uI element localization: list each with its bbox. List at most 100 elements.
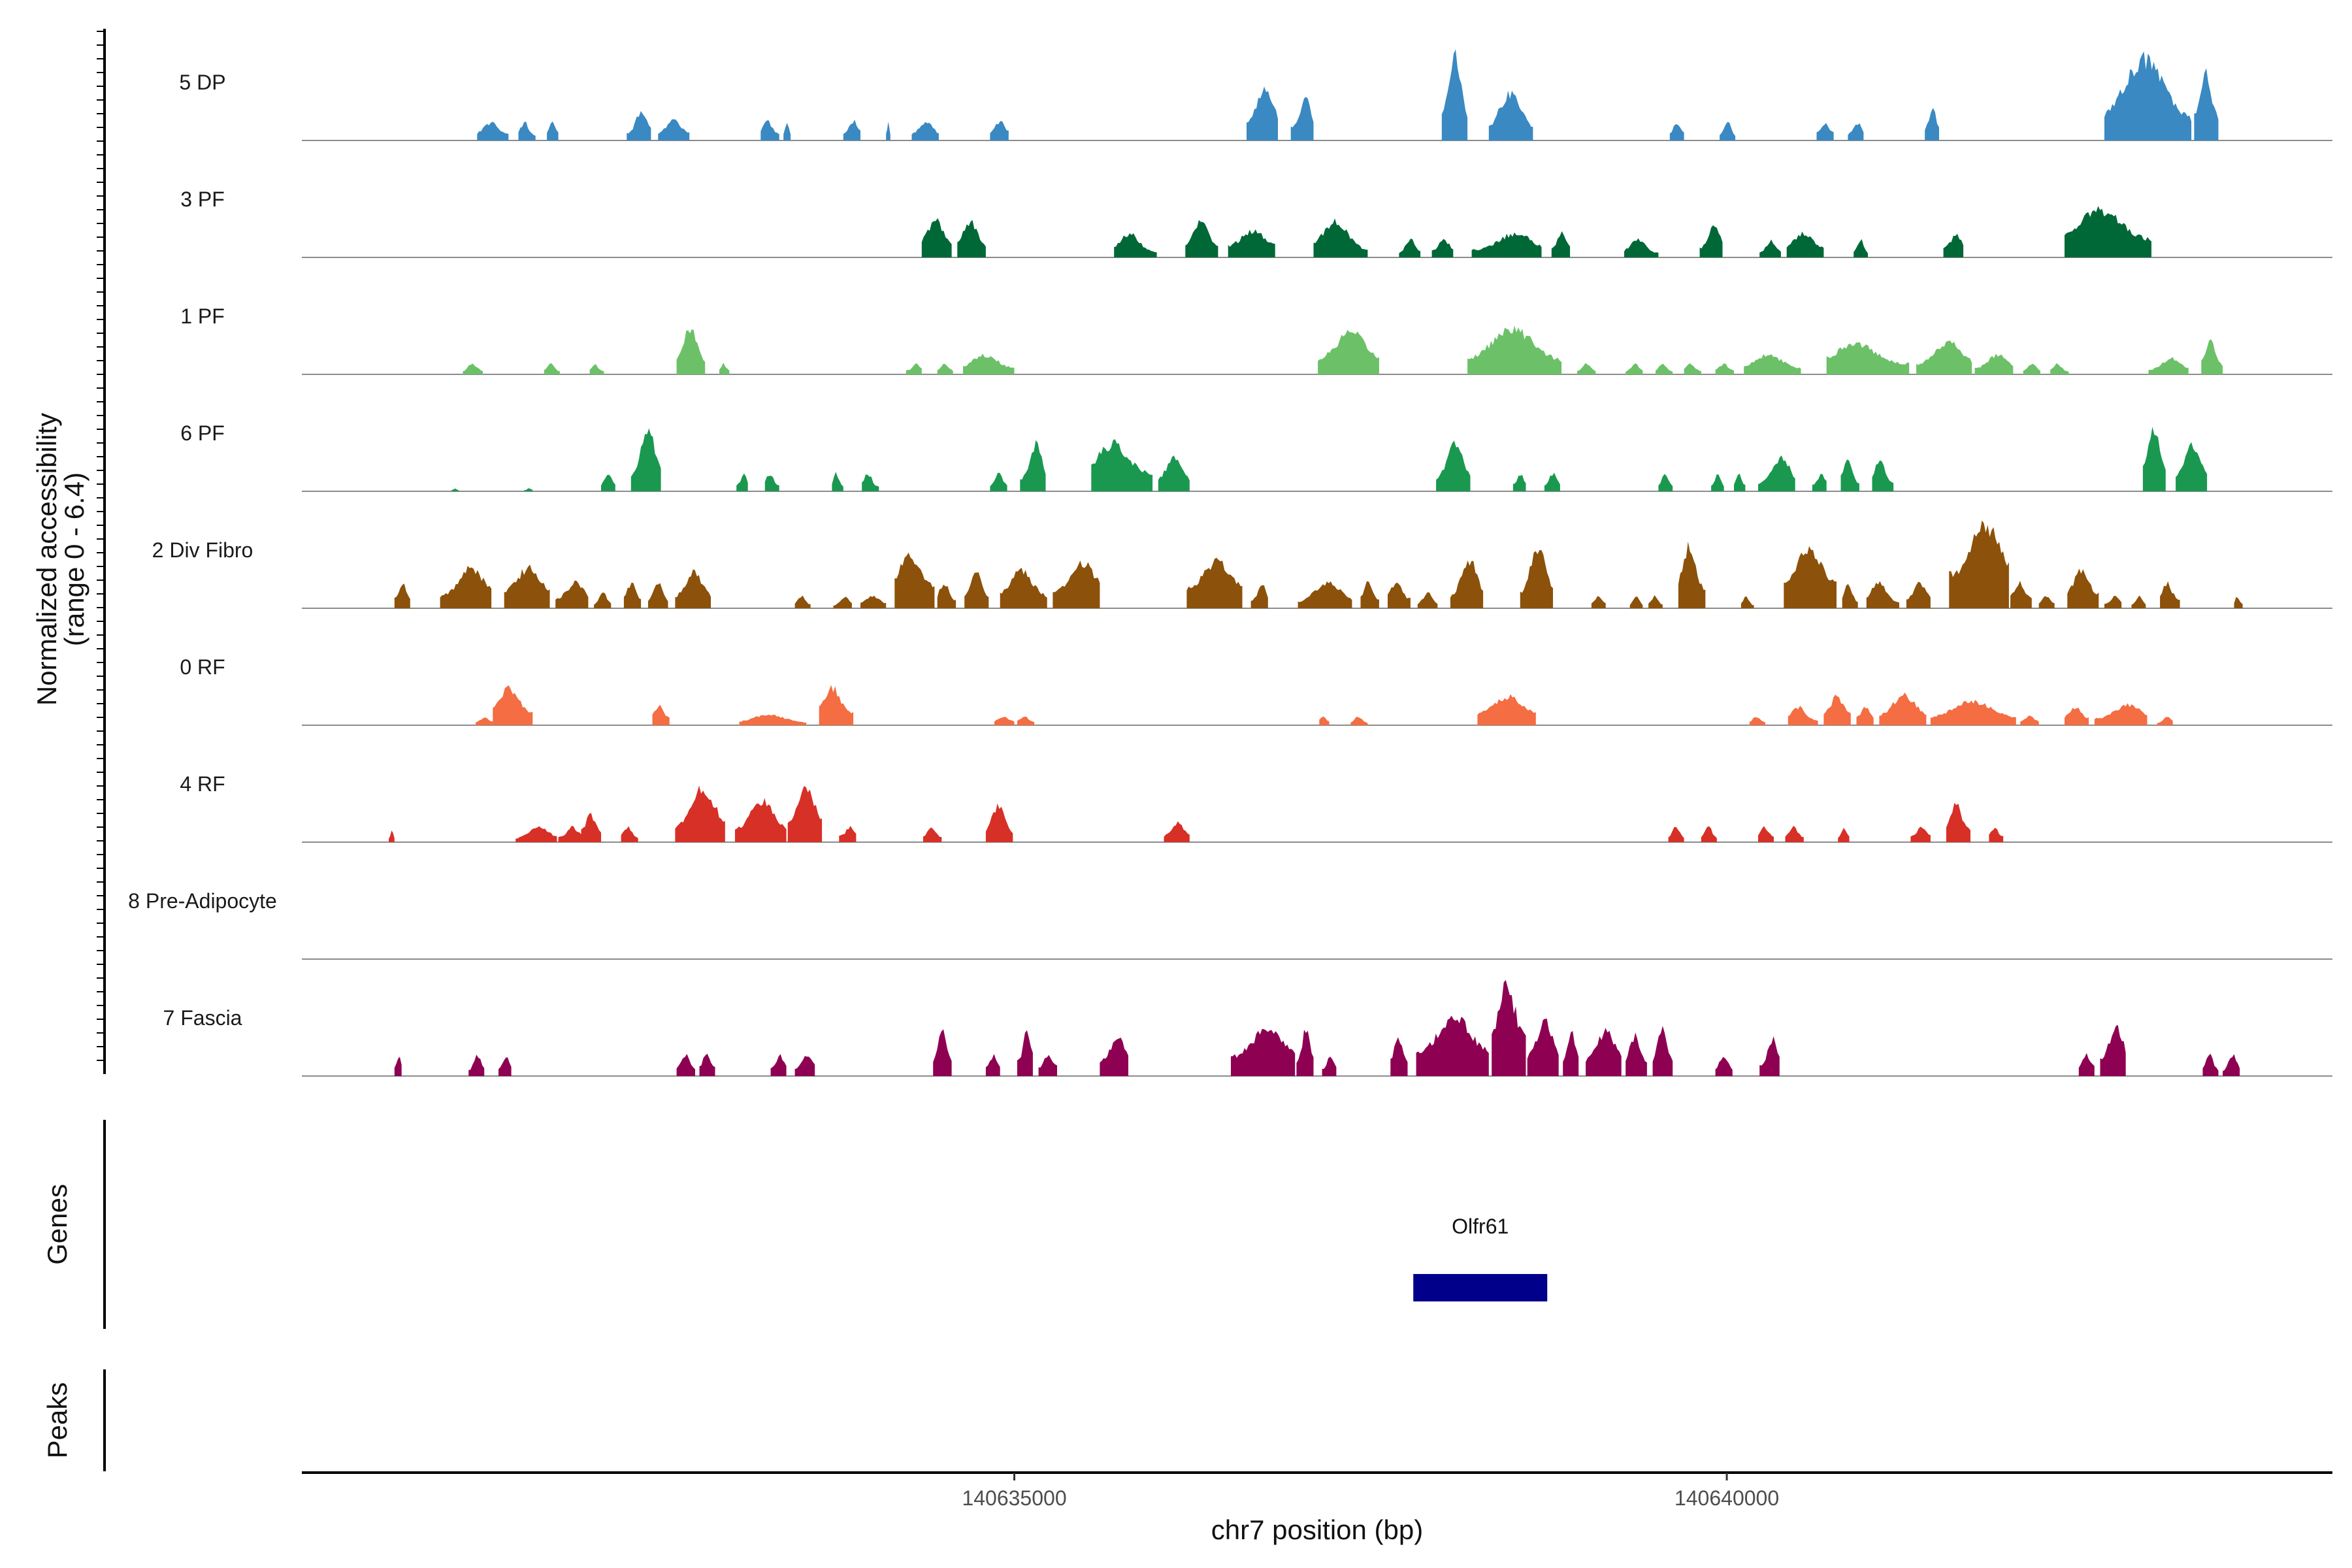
coverage-peak (1711, 474, 1724, 491)
coverage-peak (2065, 206, 2151, 257)
coverage-peak (1652, 1026, 1673, 1076)
coverage-peak (515, 826, 557, 842)
coverage-peak (1715, 363, 1734, 374)
coverage-peak (1417, 592, 1438, 608)
coverage-peak (621, 826, 638, 842)
coverage-peak (994, 717, 1015, 725)
coverage-peak (1678, 541, 1706, 608)
coverage-peak (1313, 218, 1368, 257)
coverage-peak (1492, 980, 1526, 1076)
coverage-peak (1989, 828, 2004, 842)
coverage-peak (1390, 1037, 1408, 1076)
coverage-peak (794, 595, 811, 608)
coverage-peak (1250, 585, 1268, 608)
coverage-peak (2142, 427, 2166, 491)
coverage-peak (1949, 520, 2009, 608)
coverage-peak (1322, 1056, 1337, 1076)
track-1-pf: 1 PF (180, 304, 2332, 375)
coverage-peak (1740, 596, 1754, 608)
coverage-peak (957, 220, 986, 257)
peaks-track-title: Peaks (42, 1382, 73, 1459)
coverage-peak (2020, 715, 2039, 725)
coverage-peak (1186, 557, 1243, 608)
track-label: 3 PF (180, 188, 225, 211)
coverage-peak (1879, 693, 1927, 725)
coverage-peak (1715, 1056, 1733, 1076)
coverage-peak (493, 685, 533, 725)
coverage-peak (1038, 1054, 1057, 1076)
coverage-peak (1872, 460, 1894, 491)
coverage-peak (985, 803, 1013, 842)
coverage-peak (1816, 123, 1834, 140)
coverage-peak (1114, 233, 1157, 257)
coverage-peak (819, 685, 854, 725)
coverage-peak (1720, 122, 1736, 140)
coverage-peak (1684, 363, 1701, 374)
coverage-peak (658, 119, 690, 140)
coverage-peak (394, 583, 410, 608)
coverage-peak (1759, 239, 1781, 257)
coverage-peak (985, 1054, 1000, 1076)
coverage-peak (1925, 108, 1939, 140)
coverage-peak (477, 122, 509, 140)
coverage-peak (2104, 51, 2192, 140)
coverage-peak (937, 584, 956, 608)
coverage-peak (394, 1056, 402, 1076)
coverage-peak (2160, 581, 2180, 608)
coverage-peak (1091, 439, 1153, 491)
coverage-peak (735, 798, 787, 842)
coverage-peak (623, 582, 642, 608)
coverage-peak (504, 564, 550, 608)
gene-body-olfr61 (1413, 1274, 1548, 1301)
coverage-peak (1826, 342, 1910, 374)
coverage-peak (1416, 1015, 1489, 1076)
coverage-peak (862, 474, 879, 491)
coverage-peak (1758, 826, 1774, 842)
coverage-peak (1298, 581, 1352, 608)
coverage-peak (739, 714, 807, 725)
coverage-peak (1854, 239, 1868, 257)
coverage-peak (1788, 706, 1818, 725)
coverage-peak (1017, 717, 1035, 725)
coverage-peak (1838, 828, 1850, 842)
coverage-peak (1943, 233, 1964, 257)
coverage-peak (1759, 1036, 1780, 1076)
coverage-peak (547, 121, 559, 140)
coverage-peak (389, 830, 395, 842)
coverage-peak (1744, 353, 1801, 374)
x-axis-title: chr7 position (bp) (1211, 1514, 1424, 1545)
coverage-peak (1441, 49, 1468, 140)
coverage-peak (1296, 1030, 1314, 1076)
coverage-peak (1000, 568, 1047, 608)
coverage-peak (463, 363, 483, 374)
coverage-peak (794, 1056, 815, 1076)
coverage-peak (832, 472, 843, 491)
coverage-peak (1658, 474, 1673, 491)
coverage-peak (2023, 363, 2040, 374)
coverage-peak (2131, 595, 2146, 608)
coverage-peak (1488, 90, 1533, 140)
coverage-peak (764, 476, 779, 491)
coverage-peak (675, 785, 725, 842)
coverage-peak (1734, 473, 1746, 491)
coverage-peak (1520, 550, 1553, 608)
coverage-peak (589, 364, 604, 374)
track-3-pf: 3 PF (180, 188, 2332, 258)
coverage-peak (1624, 238, 1659, 257)
coverage-peak (1586, 1028, 1622, 1076)
coverage-peak (964, 572, 989, 608)
coverage-peak (1399, 238, 1421, 257)
coverage-peak (1158, 455, 1190, 491)
coverage-peak (886, 122, 890, 140)
coverage-peak (1625, 1032, 1647, 1076)
coverage-peak (1436, 440, 1471, 491)
coverage-peak (787, 786, 823, 842)
coverage-peak (1053, 560, 1100, 608)
track-label: 1 PF (180, 304, 225, 328)
coverage-peak (860, 595, 887, 608)
track-6-pf: 6 PF (180, 421, 2332, 492)
track-label: 5 DP (179, 71, 225, 94)
track-label: 6 PF (180, 421, 225, 445)
coverage-peak (1164, 821, 1190, 842)
coverage-peak (894, 552, 935, 608)
